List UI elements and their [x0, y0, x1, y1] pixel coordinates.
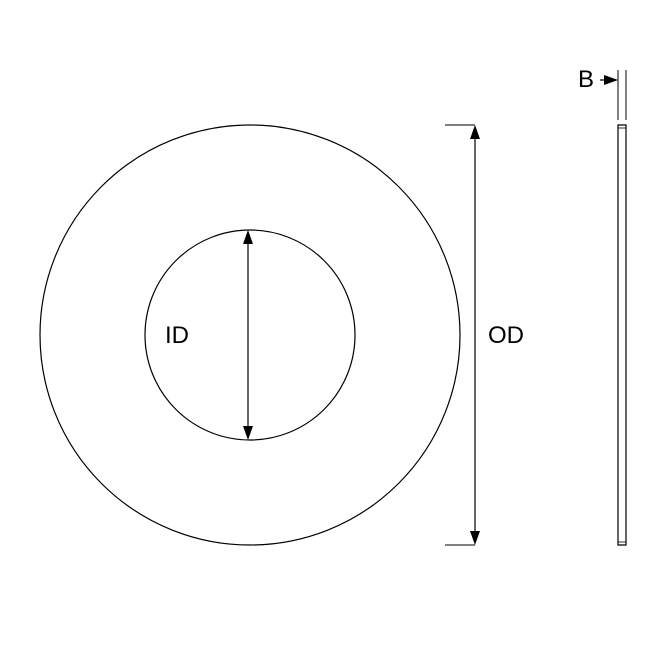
id-label: ID [165, 322, 189, 350]
washer-diagram: ID OD B [0, 0, 670, 670]
outer-circle [40, 125, 460, 545]
diagram-svg [0, 0, 670, 670]
od-label: OD [488, 322, 524, 350]
od-dimension [250, 125, 480, 545]
side-view [618, 125, 626, 545]
id-dimension [243, 230, 253, 440]
b-dimension [600, 70, 626, 120]
b-label: B [578, 66, 594, 94]
